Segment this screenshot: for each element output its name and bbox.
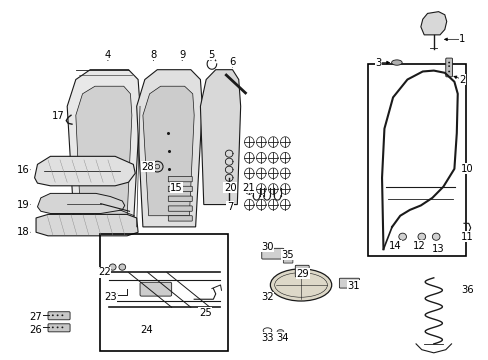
Text: 4: 4: [104, 50, 111, 60]
FancyBboxPatch shape: [48, 324, 70, 332]
Polygon shape: [420, 12, 446, 35]
Circle shape: [52, 314, 54, 316]
Text: 21: 21: [242, 183, 254, 193]
Text: 29: 29: [296, 269, 309, 279]
Ellipse shape: [277, 330, 283, 334]
Text: 10: 10: [460, 164, 473, 174]
Text: 14: 14: [388, 240, 401, 251]
Circle shape: [57, 314, 59, 316]
Circle shape: [447, 71, 449, 72]
FancyBboxPatch shape: [140, 282, 171, 296]
Text: 7: 7: [226, 202, 233, 212]
Text: 15: 15: [170, 183, 183, 193]
Polygon shape: [142, 86, 194, 216]
Text: 32: 32: [261, 292, 273, 302]
Text: 31: 31: [347, 281, 359, 291]
Text: 12: 12: [412, 240, 425, 251]
Text: 27: 27: [30, 312, 42, 322]
Text: 17: 17: [52, 111, 65, 121]
FancyBboxPatch shape: [445, 58, 451, 77]
Text: 24: 24: [140, 325, 152, 336]
FancyBboxPatch shape: [295, 265, 308, 277]
Text: 33: 33: [261, 333, 273, 343]
Circle shape: [109, 264, 116, 270]
Circle shape: [57, 327, 59, 328]
Text: 19: 19: [17, 199, 29, 210]
Ellipse shape: [391, 60, 401, 65]
Text: 25: 25: [199, 308, 211, 318]
FancyBboxPatch shape: [48, 312, 70, 320]
Circle shape: [61, 327, 63, 328]
Polygon shape: [35, 156, 135, 186]
FancyBboxPatch shape: [339, 278, 359, 288]
Text: 23: 23: [104, 292, 117, 302]
FancyBboxPatch shape: [168, 196, 192, 202]
Text: 13: 13: [431, 244, 444, 254]
Circle shape: [417, 233, 425, 240]
Text: 8: 8: [150, 50, 156, 60]
Polygon shape: [76, 86, 132, 218]
Circle shape: [398, 233, 406, 240]
Text: 3: 3: [375, 58, 381, 68]
Text: 20: 20: [224, 183, 236, 193]
Bar: [367, 64, 466, 256]
Polygon shape: [38, 193, 124, 213]
Text: 9: 9: [179, 50, 185, 60]
Bar: [100, 234, 228, 351]
Text: 35: 35: [281, 249, 293, 260]
Text: 22: 22: [98, 267, 111, 278]
Circle shape: [61, 314, 63, 316]
Text: 2: 2: [458, 75, 465, 85]
Circle shape: [431, 233, 439, 240]
Circle shape: [447, 62, 449, 63]
Polygon shape: [67, 70, 140, 227]
FancyBboxPatch shape: [168, 186, 192, 192]
FancyBboxPatch shape: [283, 256, 292, 263]
Text: 28: 28: [141, 162, 154, 172]
Polygon shape: [137, 70, 202, 227]
FancyBboxPatch shape: [261, 248, 283, 259]
Circle shape: [447, 65, 449, 67]
Text: 6: 6: [229, 57, 235, 67]
Circle shape: [119, 264, 125, 270]
Text: 34: 34: [276, 333, 288, 343]
Polygon shape: [36, 215, 138, 236]
Text: 36: 36: [460, 285, 473, 295]
Polygon shape: [200, 70, 240, 204]
Text: 1: 1: [458, 34, 465, 44]
Circle shape: [52, 327, 54, 328]
Text: 18: 18: [17, 227, 29, 237]
Text: 11: 11: [460, 232, 473, 242]
Ellipse shape: [270, 269, 331, 301]
FancyBboxPatch shape: [168, 176, 192, 182]
FancyBboxPatch shape: [168, 216, 192, 221]
Text: 5: 5: [207, 50, 214, 60]
FancyBboxPatch shape: [168, 206, 192, 211]
Text: 16: 16: [17, 165, 29, 175]
Text: 26: 26: [30, 325, 42, 336]
Text: 30: 30: [261, 242, 273, 252]
